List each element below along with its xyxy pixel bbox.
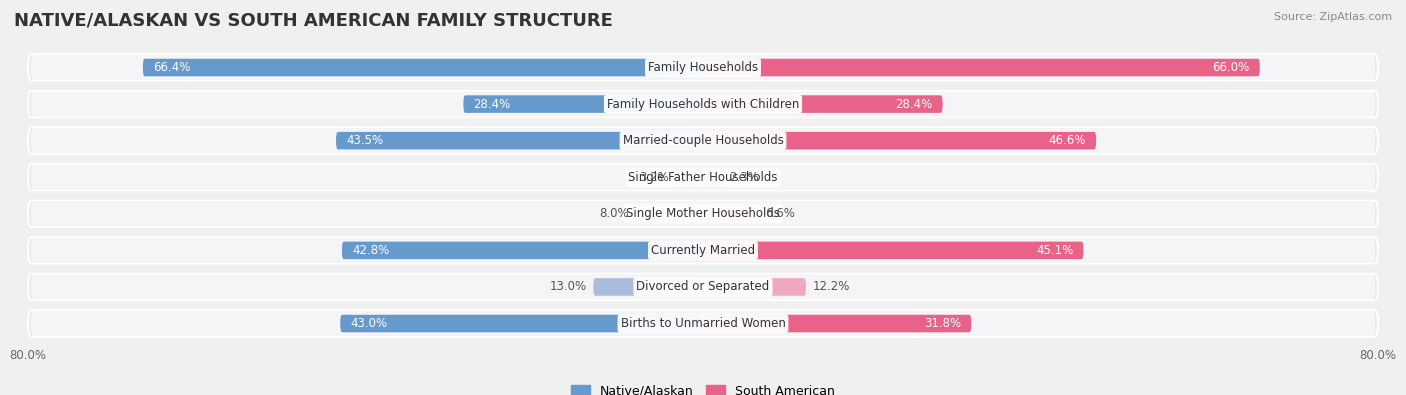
Text: 43.5%: 43.5%: [346, 134, 384, 147]
Text: 45.1%: 45.1%: [1036, 244, 1073, 257]
FancyBboxPatch shape: [703, 242, 1084, 259]
Text: 43.0%: 43.0%: [350, 317, 388, 330]
Text: 66.4%: 66.4%: [153, 61, 190, 74]
Text: 31.8%: 31.8%: [924, 317, 962, 330]
FancyBboxPatch shape: [336, 132, 703, 149]
FancyBboxPatch shape: [31, 201, 1375, 226]
FancyBboxPatch shape: [340, 315, 703, 332]
FancyBboxPatch shape: [703, 205, 759, 223]
Text: Married-couple Households: Married-couple Households: [623, 134, 783, 147]
Text: Divorced or Separated: Divorced or Separated: [637, 280, 769, 293]
Legend: Native/Alaskan, South American: Native/Alaskan, South American: [567, 380, 839, 395]
Text: Source: ZipAtlas.com: Source: ZipAtlas.com: [1274, 12, 1392, 22]
Text: 66.0%: 66.0%: [1212, 61, 1250, 74]
Text: Births to Unmarried Women: Births to Unmarried Women: [620, 317, 786, 330]
Text: 28.4%: 28.4%: [474, 98, 510, 111]
Text: 28.4%: 28.4%: [896, 98, 932, 111]
FancyBboxPatch shape: [31, 275, 1375, 299]
FancyBboxPatch shape: [28, 201, 1378, 227]
FancyBboxPatch shape: [593, 278, 703, 296]
FancyBboxPatch shape: [28, 164, 1378, 190]
FancyBboxPatch shape: [703, 132, 1097, 149]
Text: 2.3%: 2.3%: [730, 171, 759, 184]
FancyBboxPatch shape: [28, 128, 1378, 154]
Text: 12.2%: 12.2%: [813, 280, 851, 293]
Text: Currently Married: Currently Married: [651, 244, 755, 257]
Text: 42.8%: 42.8%: [352, 244, 389, 257]
FancyBboxPatch shape: [676, 168, 703, 186]
FancyBboxPatch shape: [31, 92, 1375, 117]
FancyBboxPatch shape: [703, 59, 1260, 76]
Text: Family Households with Children: Family Households with Children: [607, 98, 799, 111]
FancyBboxPatch shape: [28, 310, 1378, 337]
Text: 8.0%: 8.0%: [599, 207, 628, 220]
Text: Single Mother Households: Single Mother Households: [626, 207, 780, 220]
Text: 6.6%: 6.6%: [765, 207, 796, 220]
FancyBboxPatch shape: [342, 242, 703, 259]
FancyBboxPatch shape: [28, 274, 1378, 300]
FancyBboxPatch shape: [31, 128, 1375, 153]
FancyBboxPatch shape: [28, 55, 1378, 81]
FancyBboxPatch shape: [703, 278, 806, 296]
FancyBboxPatch shape: [31, 165, 1375, 190]
Text: Family Households: Family Households: [648, 61, 758, 74]
Text: Single Father Households: Single Father Households: [628, 171, 778, 184]
FancyBboxPatch shape: [31, 238, 1375, 263]
Text: 13.0%: 13.0%: [550, 280, 586, 293]
FancyBboxPatch shape: [703, 315, 972, 332]
FancyBboxPatch shape: [703, 95, 942, 113]
Text: 46.6%: 46.6%: [1049, 134, 1085, 147]
FancyBboxPatch shape: [31, 55, 1375, 80]
FancyBboxPatch shape: [31, 311, 1375, 336]
Text: 3.2%: 3.2%: [640, 171, 669, 184]
FancyBboxPatch shape: [464, 95, 703, 113]
Text: NATIVE/ALASKAN VS SOUTH AMERICAN FAMILY STRUCTURE: NATIVE/ALASKAN VS SOUTH AMERICAN FAMILY …: [14, 12, 613, 30]
FancyBboxPatch shape: [143, 59, 703, 76]
FancyBboxPatch shape: [636, 205, 703, 223]
FancyBboxPatch shape: [28, 91, 1378, 117]
FancyBboxPatch shape: [28, 237, 1378, 263]
FancyBboxPatch shape: [703, 168, 723, 186]
